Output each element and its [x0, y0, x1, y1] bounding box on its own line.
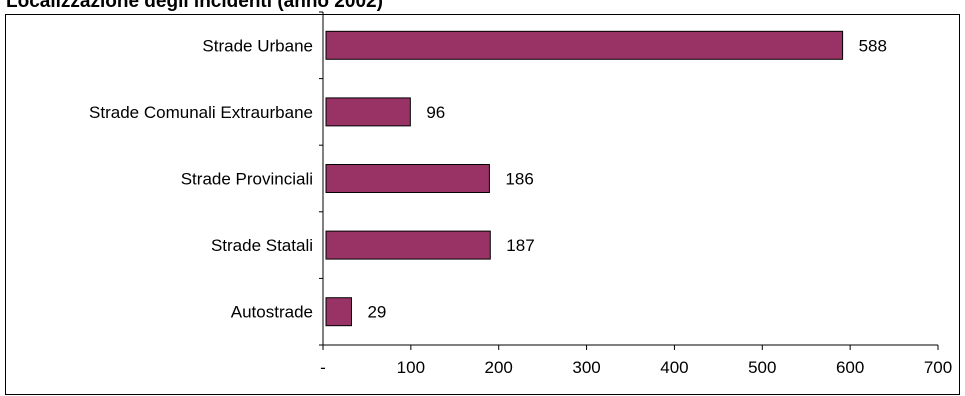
x-tick-label: 600: [836, 358, 864, 377]
category-label: Strade Comunali Extraurbane: [89, 103, 313, 122]
x-tick-label: 400: [660, 358, 688, 377]
x-tick-label: 100: [397, 358, 425, 377]
category-label: Strade Statali: [211, 236, 313, 255]
bar: [325, 164, 490, 193]
bar: [325, 97, 411, 127]
category-label: Strade Urbane: [202, 36, 313, 55]
bar: [325, 30, 844, 60]
chart-frame: [5, 14, 960, 395]
data-label: 29: [367, 303, 386, 322]
data-label: 96: [426, 103, 445, 122]
bar: [325, 297, 352, 327]
x-tick-label: -: [320, 358, 326, 377]
data-label: 187: [506, 236, 534, 255]
bar: [325, 230, 491, 260]
category-label: Autostrade: [231, 303, 313, 322]
x-tick-label: 200: [485, 358, 513, 377]
x-tick-label: 500: [748, 358, 776, 377]
category-label: Strade Provinciali: [181, 170, 313, 189]
x-tick-label: 700: [924, 358, 952, 377]
x-tick-label: 300: [572, 358, 600, 377]
data-label: 588: [859, 36, 887, 55]
data-label: 186: [505, 170, 533, 189]
chart-title: Localizzazione degli incidenti (anno 200…: [6, 0, 383, 12]
